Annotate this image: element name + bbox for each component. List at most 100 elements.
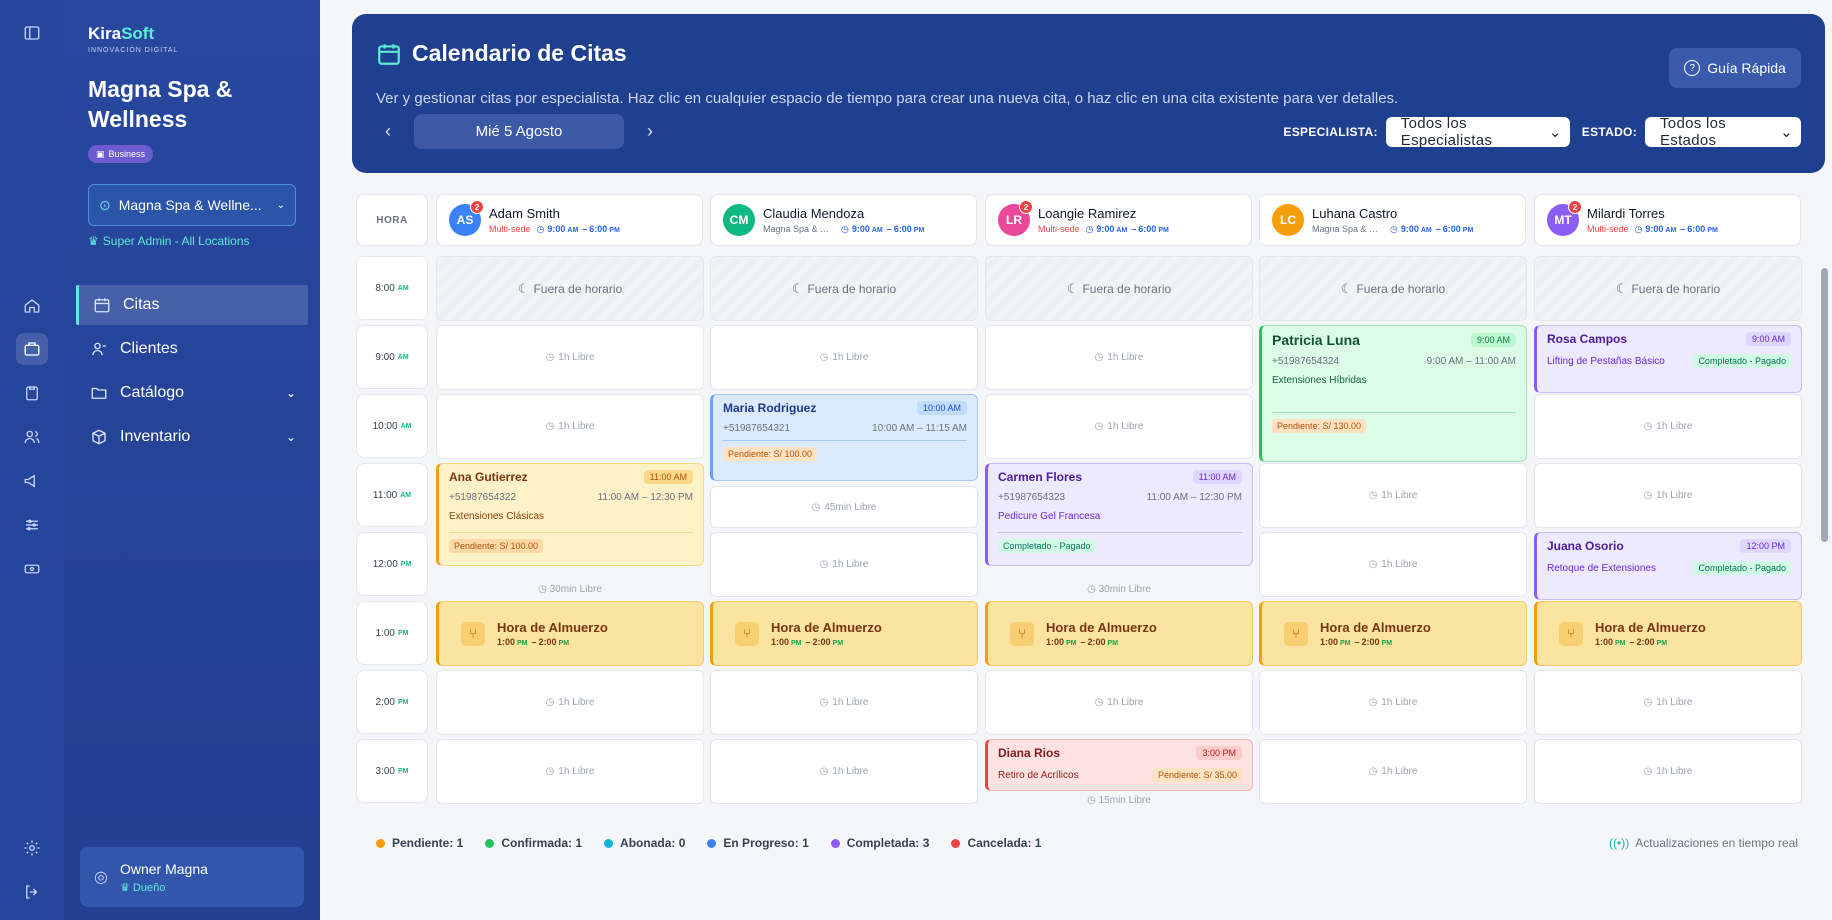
nav-item-citas[interactable]: Citas — [76, 285, 308, 325]
free-slot[interactable]: ◷ 1h Libre — [436, 325, 704, 390]
free-slot[interactable]: ◷ 1h Libre — [985, 394, 1253, 459]
realtime-indicator: ((•)) Actualizaciones en tiempo real — [1609, 836, 1798, 850]
clipboard-icon[interactable] — [16, 377, 48, 409]
free-slot[interactable]: ◷ 1h Libre — [1534, 394, 1802, 459]
free-slot[interactable]: ◷ 1h Libre — [710, 532, 978, 597]
specialist-header[interactable]: CM Claudia Mendoza Magna Spa & Wellness ◷9:… — [710, 194, 977, 246]
free-slot[interactable]: ◷ 1h Libre — [1534, 739, 1802, 804]
period: PM — [1340, 640, 1351, 647]
client-phone: +51987654324 — [1272, 356, 1340, 367]
appointment-card[interactable]: Maria Rodriguez 10:00 AM +51987654321 10:00… — [710, 394, 978, 481]
client-name: Ana Gutierrez — [449, 470, 528, 484]
user-role-text: Dueño — [132, 881, 166, 894]
sidebar-toggle-icon[interactable] — [16, 17, 48, 49]
free-slot[interactable]: ◷ 1h Libre — [436, 394, 704, 459]
free-slot[interactable]: ◷ 1h Libre — [1259, 463, 1527, 528]
free-label: 45min Libre — [824, 501, 877, 513]
hora-header: HORA — [356, 194, 428, 246]
badge: 2 — [1019, 200, 1033, 214]
appointment-card[interactable]: Carmen Flores 11:00 AM +51987654323 11:00 A… — [985, 463, 1253, 566]
sliders-icon[interactable] — [16, 509, 48, 541]
free-slot[interactable]: ◷ 1h Libre — [1259, 532, 1527, 597]
status-tag: Pendiente: S/ 35.00 — [1152, 768, 1242, 782]
free-slot[interactable]: ◷ 1h Libre — [1534, 463, 1802, 528]
home-icon[interactable] — [16, 290, 48, 322]
appointment-card[interactable]: Rosa Campos 9:00 AM Lifting de Pestañas Bá… — [1534, 325, 1802, 393]
free-slot-short[interactable]: ◷ 15min Libre — [985, 795, 1253, 806]
specialist-header[interactable]: AS 2 Adam Smith Multi-sede ◷ 9:00 AM –6:00 PM — [436, 194, 703, 246]
specialist-name: Milardi Torres — [1587, 205, 1665, 221]
separator: – — [1629, 637, 1635, 647]
avatar-initials: LR — [1006, 213, 1022, 227]
appointment-card[interactable]: Diana Rios 3:00 PM Retiro de Acrílicos Pend… — [985, 739, 1253, 791]
scrollbar-thumb[interactable] — [1821, 268, 1828, 542]
clock-icon: ◷ — [545, 352, 555, 363]
client-name: Carmen Flores — [998, 470, 1083, 484]
free-slot[interactable]: ◷ 1h Libre — [985, 325, 1253, 390]
prev-day-button[interactable]: ‹ — [385, 121, 391, 141]
calendar-icon — [378, 43, 400, 65]
appointment-header: Maria Rodriguez 10:00 AM — [723, 401, 967, 415]
clock-icon: ◷ — [1368, 559, 1378, 570]
service-name: Extensiones Clásicas — [449, 511, 545, 522]
user-card[interactable]: ◎ Owner Magna ♛ Dueño — [80, 847, 304, 907]
client-phone: +51987654321 — [723, 423, 791, 434]
time-value: 3:00 — [375, 765, 395, 777]
clock-icon: ◷ — [841, 223, 849, 234]
status-select-value: Todos los Estados — [1660, 115, 1727, 149]
hours: ◷ 9:00 AM –6:00 PM — [1635, 224, 1718, 235]
free-slot[interactable]: ◷ 1h Libre — [1259, 739, 1527, 804]
scrollbar[interactable] — [1819, 252, 1829, 802]
free-slot[interactable]: ◷ 1h Libre — [710, 739, 978, 804]
settings-icon[interactable] — [16, 832, 48, 864]
nav-label: Clientes — [120, 340, 178, 357]
nav-item-clientes[interactable]: Clientes — [76, 329, 308, 369]
service-text: Lifting de Pestañas Básico — [1547, 355, 1665, 367]
hours: ◷ 9:00 AM –6:00 PM — [841, 224, 924, 235]
free-slot-short[interactable]: ◷ 30min Libre — [436, 584, 704, 595]
appointment-card[interactable]: Juana Osorio 12:00 PM Retoque de Extension… — [1534, 532, 1802, 600]
free-slot-short[interactable]: ◷ 30min Libre — [985, 584, 1253, 595]
lunch-hours: 1:00 PM –2:00 PM — [771, 637, 882, 647]
current-date[interactable]: Mié 5 Agosto — [414, 114, 624, 149]
lunch-start: 1:00 — [1046, 637, 1065, 647]
hour-end: 6:00 — [589, 223, 608, 234]
lunch-start: 1:00 — [1595, 637, 1614, 647]
hours: ◷ 9:00 AM –6:00 PM — [1086, 224, 1169, 235]
specialist-select[interactable]: Todos los Especialistas ⌄ — [1385, 115, 1570, 149]
clock-icon: ◷ — [1643, 697, 1653, 708]
location-select[interactable]: ⊙ Magna Spa & Wellne... ⌄ — [88, 184, 296, 226]
free-slot[interactable]: ◷ 1h Libre — [1259, 670, 1527, 735]
free-slot[interactable]: ◷ 1h Libre — [710, 325, 978, 390]
service-name: Pedicure Gel Francesa — [998, 511, 1101, 522]
nav-item-catalogo[interactable]: Catálogo ⌄ — [76, 373, 308, 413]
status-tag: Completado - Pagado — [1693, 561, 1791, 575]
free-slot[interactable]: ◷ 1h Libre — [985, 670, 1253, 735]
lunch-text: Hora de Almuerzo 1:00 PM –2:00 PM — [771, 620, 882, 647]
specialist-header[interactable]: MT 2 Milardi Torres Multi-sede ◷ 9:00 AM –6:00 P… — [1534, 194, 1801, 246]
users-icon[interactable] — [16, 421, 48, 453]
hours: ◷ 9:00 AM –6:00 PM — [537, 224, 620, 235]
logout-icon[interactable] — [16, 876, 48, 908]
free-label: 30min Libre — [1098, 584, 1151, 595]
ticket-icon[interactable] — [16, 553, 48, 585]
next-day-button[interactable]: › — [647, 121, 653, 141]
quick-guide-button[interactable]: ? Guía Rápida — [1669, 48, 1801, 88]
appointment-card[interactable]: Ana Gutierrez 11:00 AM +51987654322 11:00 A… — [436, 463, 704, 566]
free-slot[interactable]: ◷ 1h Libre — [1534, 670, 1802, 735]
specialist-header[interactable]: LR 2 Loangie Ramirez Multi-sede ◷ 9:00 AM –6:00… — [985, 194, 1252, 246]
appointment-card[interactable]: Patricia Luna 9:00 AM +51987654324 9:00 AM … — [1259, 325, 1527, 462]
free-slot[interactable]: ◷ 45min Libre — [710, 486, 978, 528]
avatar: MT 2 — [1547, 200, 1582, 236]
nav-item-inventario[interactable]: Inventario ⌄ — [76, 417, 308, 457]
client-name: Juana Osorio — [1547, 539, 1624, 553]
free-slot[interactable]: ◷ 1h Libre — [436, 670, 704, 735]
briefcase-icon[interactable] — [16, 333, 48, 365]
free-slot[interactable]: ◷ 1h Libre — [436, 739, 704, 804]
free-slot[interactable]: ◷ 1h Libre — [710, 670, 978, 735]
status-tag: Completado - Pagado — [1693, 354, 1791, 368]
status-select[interactable]: Todos los Estados ⌄ — [1645, 115, 1801, 149]
appointment-details: +51987654323 11:00 AM – 12:30 PM — [998, 492, 1242, 503]
specialist-header[interactable]: LC Luhana Castro Magna Spa & Wellness ◷9:00… — [1259, 194, 1526, 246]
megaphone-icon[interactable] — [16, 465, 48, 497]
